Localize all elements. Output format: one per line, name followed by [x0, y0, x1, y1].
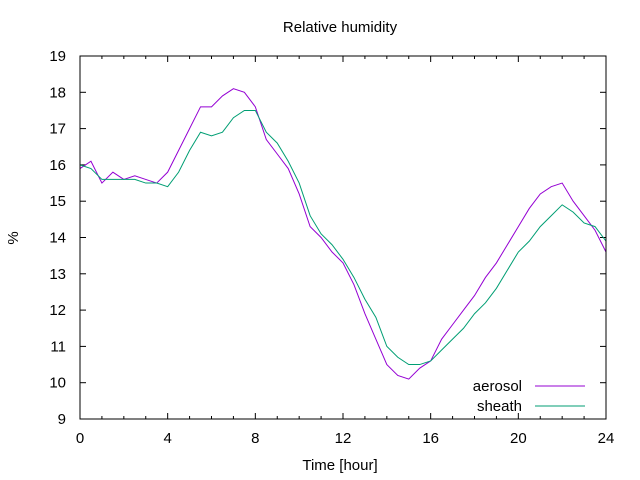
chart-title: Relative humidity	[283, 19, 398, 36]
x-tick-label: 4	[163, 430, 171, 447]
y-tick-label: 10	[49, 375, 66, 392]
legend: aerosol sheath	[473, 378, 585, 415]
x-tick-label: 20	[510, 430, 527, 447]
x-tick-label: 16	[422, 430, 439, 447]
plot-frame	[79, 55, 607, 420]
axis-ticks: 9 10 11 12 13 14 15 16 17 18 19 0 4 8 12 16 20 24	[49, 48, 614, 447]
y-tick-label: 17	[49, 121, 66, 138]
y-tick-label: 11	[50, 338, 66, 355]
x-tick-label: 0	[76, 430, 84, 447]
y-tick-label: 14	[49, 230, 66, 247]
legend-label-sheath: sheath	[477, 398, 522, 415]
y-tick-label: 16	[49, 157, 66, 174]
y-tick-label: 13	[49, 266, 66, 283]
y-tick-label: 12	[49, 302, 66, 319]
y-axis-label: %	[5, 231, 22, 244]
y-tick-label: 18	[49, 84, 66, 101]
legend-label-aerosol: aerosol	[473, 378, 522, 395]
series-line-sheath	[79, 109, 607, 366]
y-tick-label: 19	[49, 48, 66, 65]
y-tick-label: 15	[49, 193, 66, 210]
data-series	[79, 88, 607, 380]
x-tick-label: 8	[251, 430, 259, 447]
x-tick-label: 24	[598, 430, 615, 447]
series-line-aerosol	[79, 88, 607, 380]
y-tick-label: 9	[58, 411, 66, 428]
x-tick-label: 12	[335, 430, 352, 447]
x-axis-label: Time [hour]	[302, 457, 377, 474]
